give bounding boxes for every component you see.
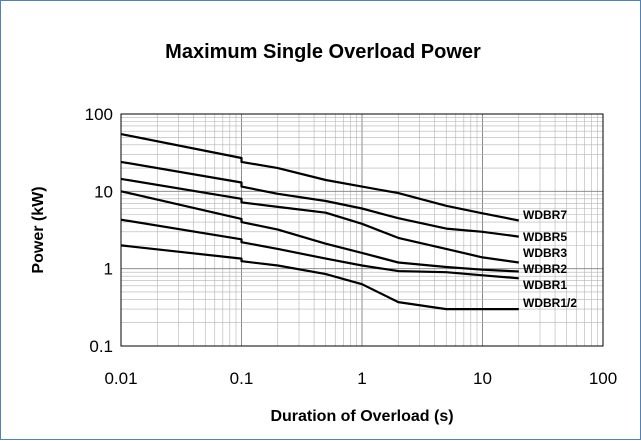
y-tick-label: 0.1 bbox=[89, 337, 113, 356]
series-line-wdbr5 bbox=[120, 160, 519, 238]
x-tick-label: 10 bbox=[473, 369, 492, 388]
x-axis-title: Duration of Overload (s) bbox=[270, 408, 453, 425]
plot-area bbox=[120, 113, 604, 347]
series-label-wdbr7: WDBR7 bbox=[523, 208, 567, 222]
series-label-wdbr5: WDBR5 bbox=[523, 230, 567, 244]
x-tick-label: 100 bbox=[589, 369, 617, 388]
y-axis-title: Power (kW) bbox=[30, 186, 47, 273]
series-label-wdbr3: WDBR3 bbox=[523, 246, 567, 260]
x-tick-label: 0.1 bbox=[230, 369, 254, 388]
y-tick-label: 1 bbox=[104, 260, 113, 279]
series-line-wdbr2 bbox=[120, 190, 519, 273]
y-tick-label: 100 bbox=[85, 105, 113, 124]
series-line-wdbr3 bbox=[120, 177, 519, 264]
series-line-wdbr7 bbox=[120, 133, 520, 222]
x-tick-label: 0.01 bbox=[104, 369, 137, 388]
series-label-wdbr2: WDBR2 bbox=[523, 262, 567, 276]
series-line-wdbr1-2 bbox=[120, 244, 519, 311]
chart-title: Maximum Single Overload Power bbox=[165, 41, 481, 63]
series-label-wdbr1: WDBR1 bbox=[523, 278, 567, 292]
series-layer: WDBR7 WDBR5 WDBR3 WDBR2 WDBR1 WDBR1/2 bbox=[120, 133, 577, 311]
x-tick-label: 1 bbox=[357, 369, 366, 388]
y-tick-label: 10 bbox=[94, 182, 113, 201]
series-label-wdbr1-2: WDBR1/2 bbox=[523, 296, 577, 310]
tick-layer: 0.01 0.1 1 10 100 0.1 1 10 100 bbox=[85, 105, 618, 388]
series-line-wdbr1 bbox=[120, 218, 519, 280]
